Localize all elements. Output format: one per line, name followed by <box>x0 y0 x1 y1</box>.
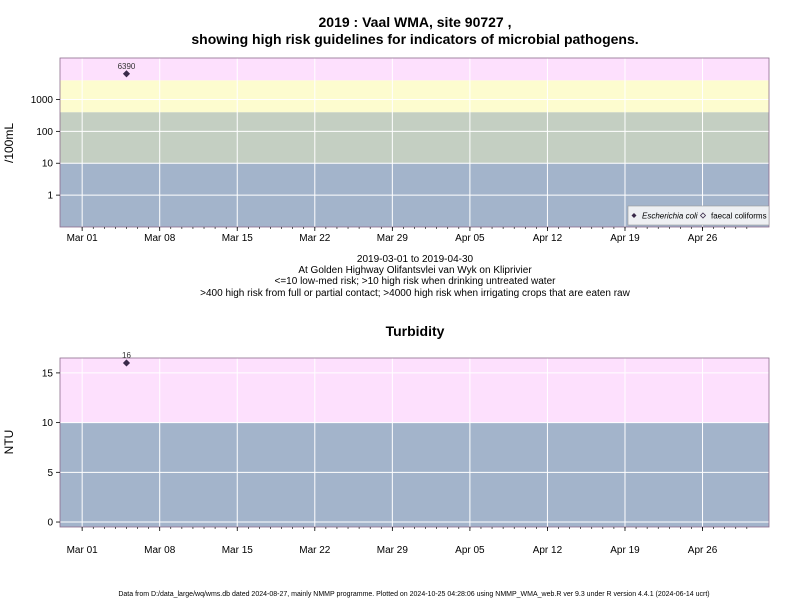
turbidity-x-tick-label: Apr 05 <box>455 545 485 556</box>
pathogen-x-tick-label: Apr 26 <box>688 233 718 244</box>
pathogen-y-tick-label: 1 <box>47 191 53 202</box>
legend-box <box>627 205 770 226</box>
pathogen-x-tick-label: Mar 22 <box>299 233 331 244</box>
turbidity-data-point <box>122 359 131 367</box>
turbidity-y-tick-label: 5 <box>47 468 53 479</box>
drinking-guideline-caption: <=10 low-med risk; >10 high risk when dr… <box>275 276 557 287</box>
site-caption: At Golden Highway Olifantsvlei van Wyk o… <box>298 265 532 276</box>
turbidity-data-label: 16 <box>122 351 131 360</box>
turbidity-y-tick-label: 10 <box>42 418 54 429</box>
contact-guideline-caption: >400 high risk from full or partial cont… <box>200 288 630 299</box>
pathogen-data-point <box>122 70 131 78</box>
pathogen-risk-band <box>60 80 769 113</box>
turbidity-x-tick-label: Apr 12 <box>533 545 563 556</box>
pathogen-panel: 1 10 100 1000 Mar 01 Mar 08 Mar 15 Mar 22 Mar 29… <box>31 57 770 244</box>
turbidity-x-tick-label: Mar 01 <box>67 545 99 556</box>
footer-note: Data from D:/data_large/wq/wms.db dated … <box>118 591 709 598</box>
pathogen-risk-band <box>60 112 769 164</box>
legend-ecoli-label: Escherichia coli <box>642 212 698 221</box>
turbidity-y-tick-label: 15 <box>42 368 54 379</box>
pathogen-y-axis-label: /100mL <box>2 123 16 163</box>
turbidity-x-tick-label: Mar 08 <box>144 545 176 556</box>
turbidity-title: Turbidity <box>386 323 445 339</box>
pathogen-x-tick-label: Apr 19 <box>610 233 640 244</box>
pathogen-y-tick-label: 100 <box>36 127 53 138</box>
pathogen-x-tick-label: Apr 12 <box>533 233 563 244</box>
turbidity-x-tick-label: Mar 15 <box>222 545 254 556</box>
pathogen-x-tick-label: Mar 08 <box>144 233 176 244</box>
chart-title-line2: showing high risk guidelines for indicat… <box>191 31 638 47</box>
turbidity-panel: 0 5 10 15 Mar 01 Mar 08 Mar 15 Mar 22 Mar 29 Apr … <box>42 351 770 556</box>
pathogen-x-tick-label: Mar 15 <box>222 233 254 244</box>
turbidity-risk-band <box>60 358 769 423</box>
turbidity-x-tick-label: Mar 29 <box>377 545 409 556</box>
chart-title: 2019 : Vaal WMA, site 90727 , <box>319 14 512 30</box>
turbidity-risk-band <box>60 422 769 527</box>
turbidity-y-tick-label: 0 <box>47 518 53 529</box>
date-range-caption: 2019-03-01 to 2019-04-30 <box>357 254 474 265</box>
legend-faecal-label: faecal coliforms <box>711 212 767 221</box>
pathogen-data-label: 6390 <box>118 62 136 71</box>
pathogen-x-tick-label: Apr 05 <box>455 233 485 244</box>
pathogen-y-tick-label: 10 <box>42 159 54 170</box>
turbidity-x-tick-label: Apr 19 <box>610 545 640 556</box>
pathogen-x-tick-label: Mar 29 <box>377 233 409 244</box>
legend-faecal-marker <box>699 212 707 219</box>
pathogen-x-tick-label: Mar 01 <box>67 233 99 244</box>
turbidity-x-tick-label: Mar 22 <box>299 545 331 556</box>
turbidity-x-tick-label: Apr 26 <box>688 545 718 556</box>
legend-ecoli-marker <box>631 213 637 218</box>
pathogen-y-tick-label: 1000 <box>31 95 54 106</box>
pathogen-risk-band <box>60 58 769 81</box>
turbidity-y-axis-label: NTU <box>2 430 16 455</box>
legend: Escherichia coli faecal coliforms <box>627 205 770 226</box>
